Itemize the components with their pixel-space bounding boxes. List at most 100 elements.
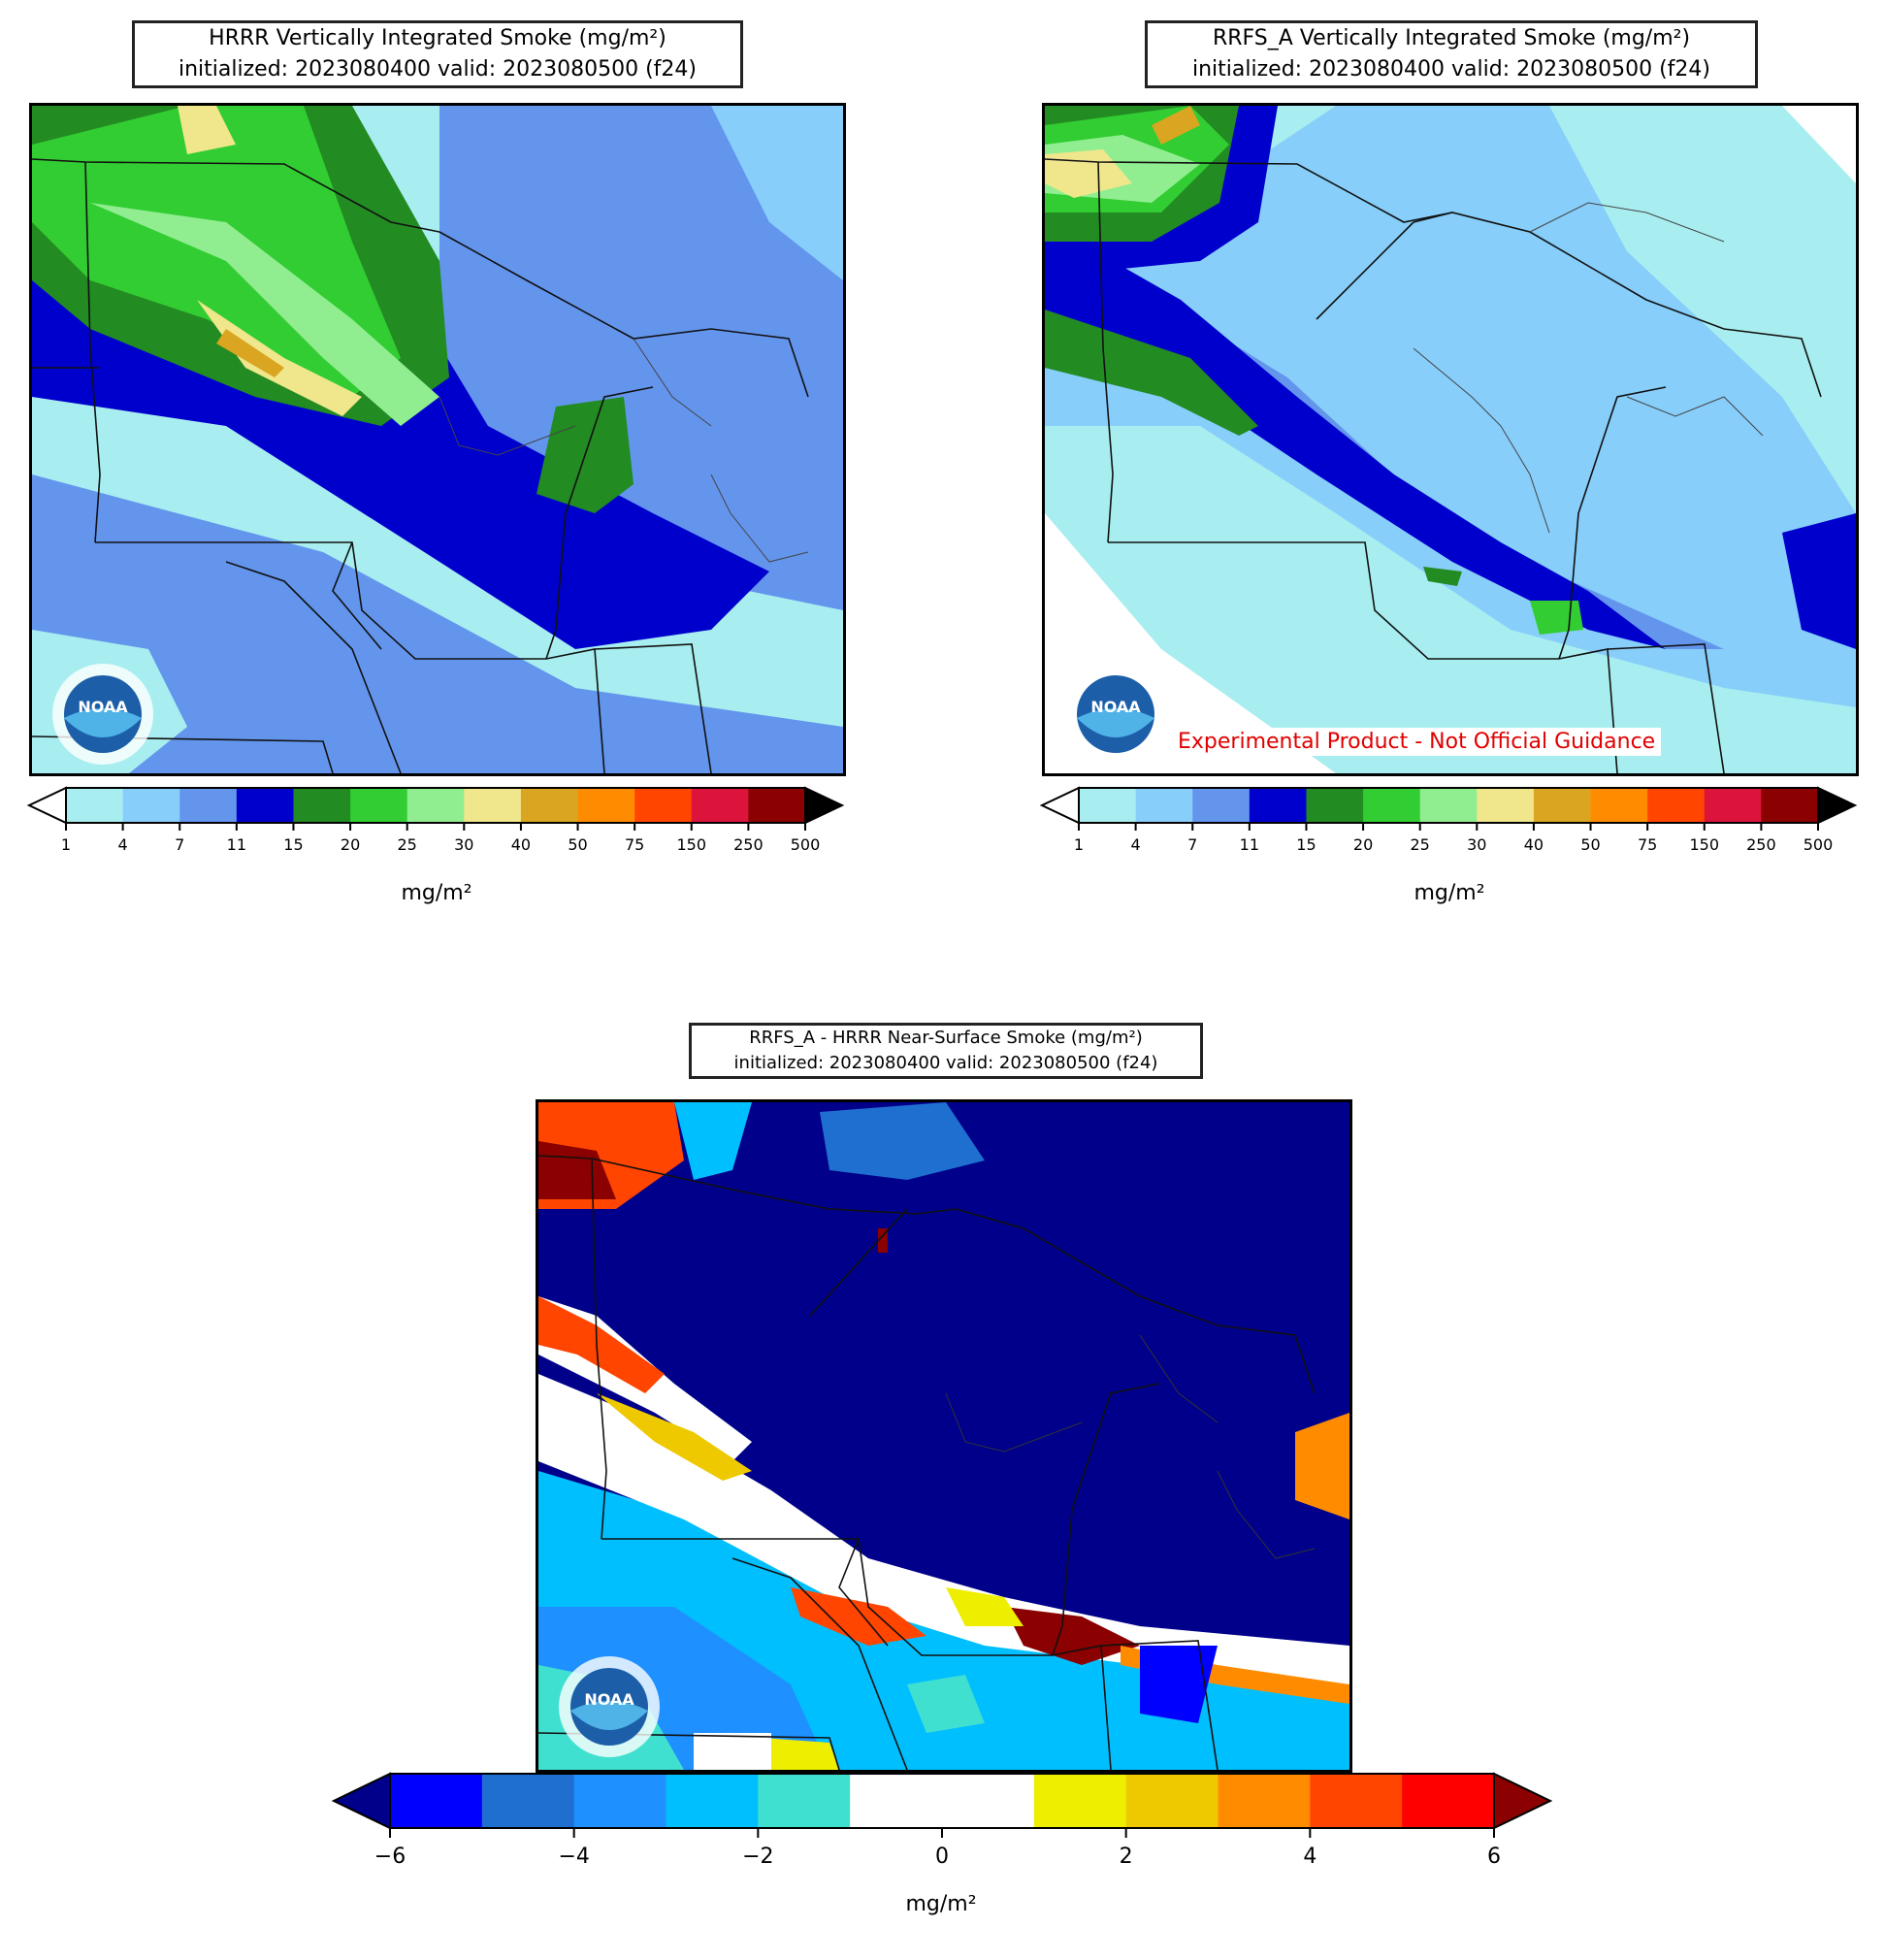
- colorbar-tick-label: 30: [1467, 835, 1486, 854]
- colorbar-swatch: [748, 788, 806, 823]
- colorbar-swatch: [1306, 788, 1364, 823]
- colorbar-over-arrow: [804, 786, 845, 825]
- colorbar-over-arrow: [1493, 1772, 1553, 1830]
- colorbar-tick-label: 20: [341, 835, 360, 854]
- colorbar-swatch: [850, 1774, 943, 1828]
- colorbar-swatch: [577, 788, 635, 823]
- rrfs-title-line1: RRFS_A Vertically Integrated Smoke (mg/m…: [1212, 26, 1691, 50]
- rrfs-title-line2: initialized: 2023080400 valid: 202308050…: [1192, 57, 1710, 82]
- colorbar-tick-label: 25: [398, 835, 417, 854]
- svg-text:NOAA: NOAA: [584, 1690, 634, 1709]
- difference-title-line1: RRFS_A - HRRR Near-Surface Smoke (mg/m²): [749, 1028, 1143, 1048]
- colorbar-tick-label: 4: [1303, 1845, 1316, 1869]
- colorbar-tick-label: 25: [1411, 835, 1430, 854]
- colorbar-tick-label: 75: [1638, 835, 1657, 854]
- difference-colorbar: −6 −4 −2 0 2 4 6: [331, 1772, 1553, 1869]
- colorbar-swatch: [1192, 788, 1251, 823]
- colorbar-swatch: [1135, 788, 1193, 823]
- colorbar-swatch: [464, 788, 522, 823]
- colorbar-tick-label: 6: [1487, 1845, 1501, 1869]
- colorbar-tick-label: 150: [676, 835, 706, 854]
- colorbar-tick-label: 30: [454, 835, 473, 854]
- difference-title: RRFS_A - HRRR Near-Surface Smoke (mg/m²)…: [689, 1023, 1203, 1079]
- hrrr-title: HRRR Vertically Integrated Smoke (mg/m²)…: [132, 20, 743, 88]
- colorbar-swatch: [1477, 788, 1535, 823]
- colorbar-tick-label: 4: [1131, 835, 1141, 854]
- noaa-logo: NOAA: [35, 660, 171, 768]
- colorbar-tick-label: −6: [374, 1845, 406, 1869]
- colorbar-tick-label: 15: [283, 835, 303, 854]
- colorbar-swatch: [1402, 1774, 1495, 1828]
- colorbar-swatch: [1419, 788, 1478, 823]
- colorbar-tick-label: 40: [511, 835, 531, 854]
- colorbar-swatch: [1218, 1774, 1311, 1828]
- colorbar-swatch: [179, 788, 238, 823]
- rrfs-colorbar-label: mg/m²: [1414, 881, 1485, 905]
- colorbar-swatch: [634, 788, 693, 823]
- colorbar-tick-label: 50: [1580, 835, 1600, 854]
- colorbar-tick-label: 20: [1353, 835, 1373, 854]
- colorbar-swatch: [1590, 788, 1648, 823]
- colorbar-tick-label: 4: [118, 835, 128, 854]
- colorbar-swatch: [293, 788, 351, 823]
- colorbar-swatch: [573, 1774, 666, 1828]
- difference-colorbar-label: mg/m²: [905, 1892, 977, 1916]
- colorbar-swatch: [942, 1774, 1035, 1828]
- colorbar-swatch: [1761, 788, 1819, 823]
- colorbar-swatch: [1310, 1774, 1403, 1828]
- colorbar-swatch: [390, 1774, 483, 1828]
- colorbar-swatch: [1363, 788, 1421, 823]
- colorbar-over-arrow: [1817, 786, 1858, 825]
- colorbar-tick-label: −2: [742, 1845, 773, 1869]
- colorbar-tick-label: 2: [1120, 1845, 1133, 1869]
- colorbar-tick-label: 500: [1804, 835, 1834, 854]
- difference-map: [536, 1099, 1352, 1773]
- hrrr-colorbar-label: mg/m²: [401, 881, 472, 905]
- colorbar-tick-label: 11: [227, 835, 246, 854]
- colorbar-swatch: [1125, 1774, 1219, 1828]
- colorbar-swatch: [481, 1774, 575, 1828]
- colorbar-tick-label: 75: [625, 835, 644, 854]
- rrfs-title: RRFS_A Vertically Integrated Smoke (mg/m…: [1145, 20, 1758, 88]
- colorbar-tick-label: 50: [568, 835, 587, 854]
- rrfs-colorbar: 1 4 7 11 15 20 25 30 40 50 75 150 250 500: [1039, 786, 1858, 854]
- colorbar-swatch: [406, 788, 465, 823]
- hrrr-title-line1: HRRR Vertically Integrated Smoke (mg/m²): [209, 26, 666, 50]
- noaa-logo: NOAA: [1048, 660, 1184, 768]
- experimental-notice: Experimental Product - Not Official Guid…: [1172, 728, 1662, 756]
- rrfs-map: [1042, 103, 1859, 776]
- noaa-logo: NOAA: [541, 1652, 677, 1761]
- colorbar-swatch: [236, 788, 294, 823]
- colorbar-under-arrow: [26, 786, 67, 825]
- colorbar-swatch: [691, 788, 749, 823]
- colorbar-under-arrow: [331, 1772, 391, 1830]
- colorbar-swatch: [758, 1774, 851, 1828]
- colorbar-tick-label: 500: [791, 835, 821, 854]
- hrrr-map: [29, 103, 846, 776]
- colorbar-swatch: [1079, 788, 1137, 823]
- colorbar-swatch: [1647, 788, 1706, 823]
- colorbar-tick-label: 0: [935, 1845, 949, 1869]
- colorbar-tick-label: 7: [175, 835, 184, 854]
- colorbar-tick-label: 1: [1074, 835, 1084, 854]
- svg-text:NOAA: NOAA: [1090, 698, 1141, 716]
- hrrr-colorbar: 1 4 7 11 15 20 25 30 40 50 75 150 250 500: [26, 786, 845, 854]
- difference-title-line2: initialized: 2023080400 valid: 202308050…: [733, 1053, 1158, 1073]
- colorbar-swatch: [520, 788, 579, 823]
- colorbar-tick-label: 40: [1524, 835, 1544, 854]
- colorbar-swatch: [1033, 1774, 1127, 1828]
- colorbar-tick-label: 15: [1296, 835, 1316, 854]
- hrrr-title-line2: initialized: 2023080400 valid: 202308050…: [179, 57, 697, 82]
- colorbar-tick-label: −4: [558, 1845, 589, 1869]
- colorbar-swatch: [1249, 788, 1307, 823]
- colorbar-swatch: [666, 1774, 759, 1828]
- colorbar-swatch: [66, 788, 124, 823]
- colorbar-swatch: [122, 788, 180, 823]
- colorbar-tick-label: 150: [1689, 835, 1719, 854]
- colorbar-outline: [1078, 787, 1819, 824]
- colorbar-swatch: [1704, 788, 1762, 823]
- colorbar-tick-label: 11: [1240, 835, 1259, 854]
- colorbar-outline: [65, 787, 806, 824]
- colorbar-tick-label: 250: [1746, 835, 1776, 854]
- colorbar-swatch: [1533, 788, 1592, 823]
